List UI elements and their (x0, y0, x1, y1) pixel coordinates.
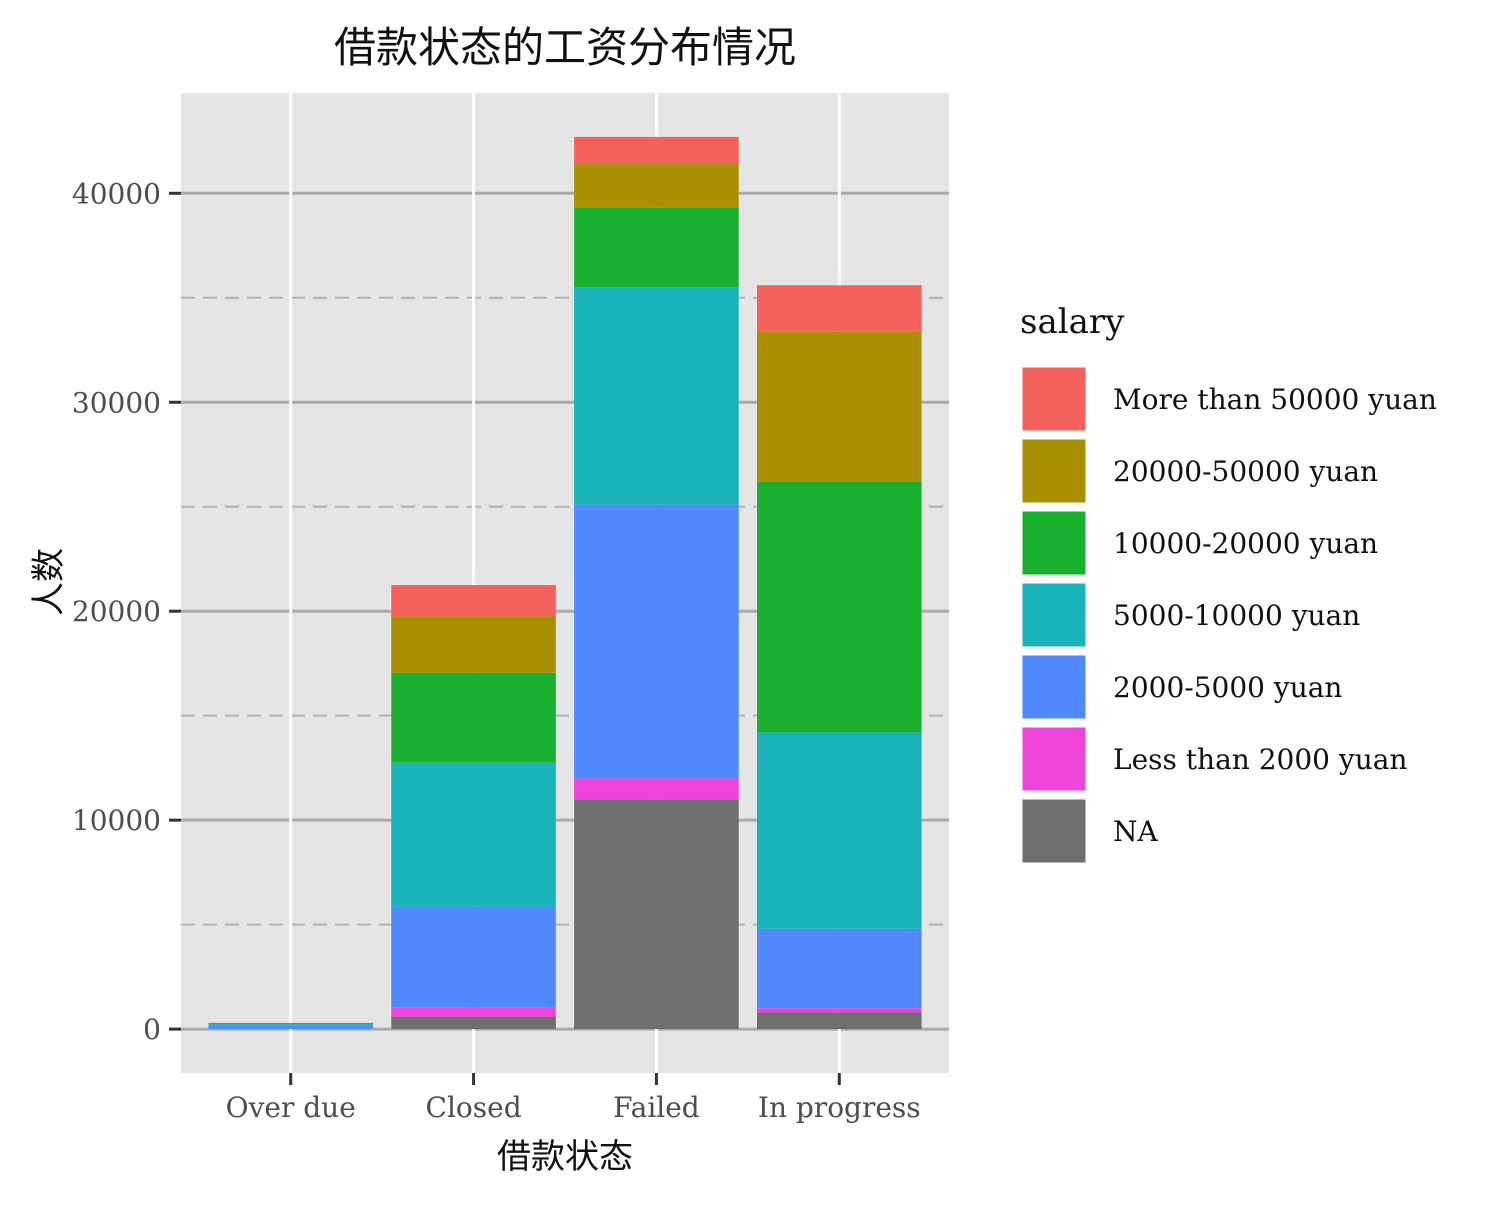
legend-label: 10000-20000 yuan (1113, 527, 1378, 560)
y-tick-label: 0 (143, 1013, 161, 1046)
legend-label: 2000-5000 yuan (1113, 671, 1342, 704)
x-tick-label: Over due (226, 1091, 356, 1124)
legend-key (1019, 364, 1089, 434)
bar-segment (391, 1007, 556, 1017)
y-tick-label: 30000 (72, 386, 161, 419)
bar-segment (208, 1023, 373, 1025)
bar-segment (391, 616, 556, 673)
y-tick-label: 20000 (72, 595, 161, 628)
bar-segment (391, 906, 556, 1008)
chart-title: 借款状态的工资分布情况 (334, 23, 796, 72)
bar-segment (757, 481, 922, 733)
bars-layer (208, 136, 922, 1030)
legend-key (1019, 724, 1089, 794)
bar-segment (574, 207, 739, 288)
legend-key (1019, 580, 1089, 650)
bar-segment (757, 732, 922, 929)
bar-segment (391, 1016, 556, 1030)
bar-segment (208, 1022, 373, 1024)
bar-segment (757, 1008, 922, 1013)
legend-key (1019, 508, 1089, 578)
legend-label: Less than 2000 yuan (1113, 743, 1407, 776)
legend-title: salary (1020, 302, 1125, 342)
legend-label: NA (1113, 815, 1159, 848)
legend-key (1019, 436, 1089, 506)
y-tick-label: 10000 (72, 804, 161, 837)
legend-label: 20000-50000 yuan (1113, 455, 1378, 488)
x-tick-label: In progress (758, 1091, 921, 1124)
bar-segment (757, 331, 922, 482)
bar-segment (757, 1012, 922, 1030)
bar-segment (574, 287, 739, 505)
axes-layer: 0 10000 20000 30000 40000 Over due Closed Faile… (72, 177, 921, 1124)
legend-label: More than 50000 yuan (1113, 383, 1437, 416)
legend-key (1019, 796, 1089, 866)
bar-segment (208, 1025, 373, 1030)
bar-segment (391, 672, 556, 763)
bar-segment (574, 504, 739, 779)
bar-segment (574, 778, 739, 800)
y-tick-label: 40000 (72, 177, 161, 210)
bar-segment (574, 164, 739, 208)
bar-segment (391, 585, 556, 617)
bar-segment (574, 799, 739, 1030)
legend-key (1019, 652, 1089, 722)
bar-segment (757, 285, 922, 332)
legend-label: 5000-10000 yuan (1113, 599, 1360, 632)
bar-segment (757, 928, 922, 1009)
bar-segment (208, 1024, 373, 1026)
bar-segment (574, 136, 739, 165)
x-axis-title: 借款状态 (497, 1137, 633, 1177)
x-tick-label: Closed (426, 1091, 522, 1124)
legend: salary More than 50000 yuan 20000-50000 y… (1019, 302, 1437, 866)
x-tick-label: Failed (613, 1091, 700, 1124)
y-axis-title: 人数 (29, 548, 69, 616)
bar-segment (391, 762, 556, 907)
